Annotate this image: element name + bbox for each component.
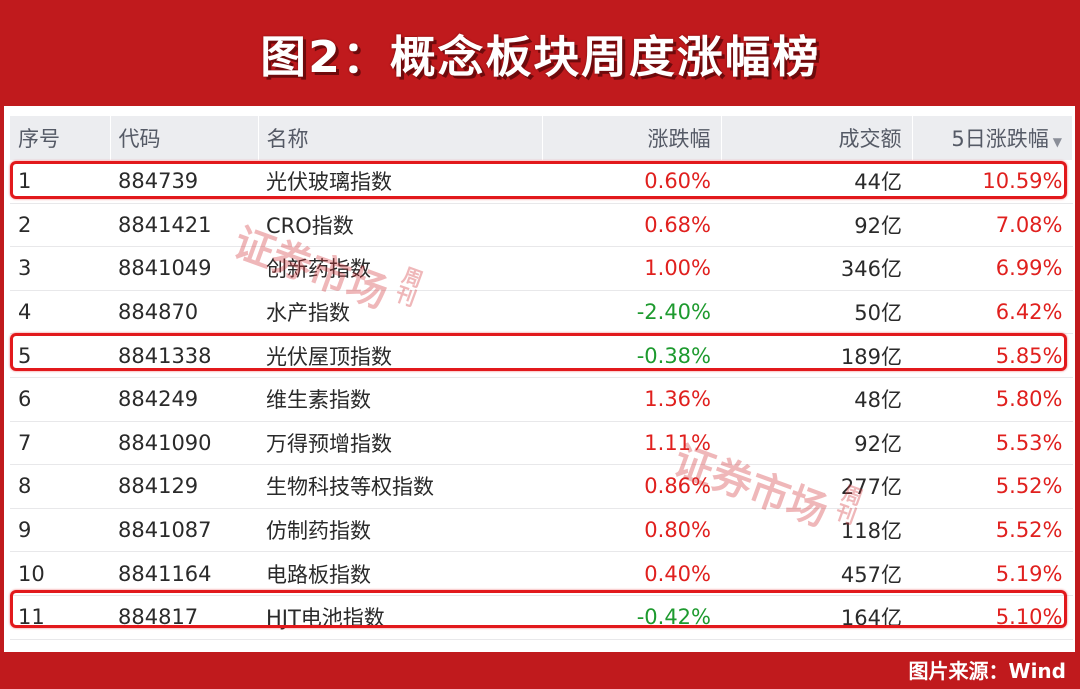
row-change: 0.80% (644, 518, 711, 543)
row-seq: 7 (18, 430, 32, 455)
source-caption: 图片来源：Wind (908, 658, 1066, 683)
row-seq: 3 (18, 256, 32, 281)
row-name: 仿制药指数 (266, 519, 371, 544)
row-code: 8841164 (118, 561, 212, 586)
table-row[interactable]: 8 884129 生物科技等权指数 0.86% 277亿 5.52% (10, 465, 1073, 509)
row-name: 万得预增指数 (266, 431, 392, 456)
row-amount: 92亿 (854, 213, 902, 238)
row-change: 0.86% (644, 474, 711, 499)
row-seq: 8 (18, 474, 32, 499)
row-code: 884129 (118, 474, 199, 499)
row-name: 维生素指数 (266, 388, 371, 413)
row-change5d: 5.80% (995, 387, 1063, 412)
sector-ranking-table: 序号 代码 名称 涨跌幅 成交额 5日涨跌幅 ▼ 1 884739 光伏玻璃指数 0.6… (10, 116, 1073, 640)
row-name: 电路板指数 (266, 562, 371, 587)
row-code: 8841090 (118, 430, 212, 455)
row-change: -2.40% (636, 300, 711, 325)
row-change5d: 7.08% (995, 212, 1063, 237)
row-change: -0.38% (636, 343, 711, 368)
row-code: 8841087 (118, 518, 212, 543)
table-body: 1 884739 光伏玻璃指数 0.60% 44亿 10.59% 2 8841421 CRO指数… (10, 160, 1073, 640)
table-row[interactable]: 4 884870 水产指数 -2.40% 50亿 6.42% (10, 290, 1073, 334)
row-change: 0.60% (644, 169, 711, 194)
table-row[interactable]: 10 8841164 电路板指数 0.40% 457亿 5.19% (10, 552, 1073, 596)
row-seq: 1 (18, 169, 32, 194)
table-row[interactable]: 9 8841087 仿制药指数 0.80% 118亿 5.52% (10, 508, 1073, 552)
row-change5d: 10.59% (982, 169, 1063, 194)
row-name: 光伏屋顶指数 (266, 344, 392, 369)
row-seq: 9 (18, 518, 32, 543)
row-code: 8841338 (118, 343, 212, 368)
highlight-box (10, 333, 1067, 371)
header-change5d-label: 5日涨跌幅 (951, 127, 1049, 151)
page-title: 图2：概念板块周度涨幅榜 (259, 32, 821, 83)
row-code: 884870 (118, 300, 199, 325)
row-seq: 5 (18, 343, 32, 368)
row-amount: 277亿 (840, 475, 902, 500)
table-row[interactable]: 1 884739 光伏玻璃指数 0.60% 44亿 10.59% (10, 160, 1073, 204)
row-name: 生物科技等权指数 (266, 475, 434, 500)
row-amount: 48亿 (854, 388, 902, 413)
row-change: 0.68% (644, 212, 711, 237)
table-row[interactable]: 5 8841338 光伏屋顶指数 -0.38% 189亿 5.85% (10, 334, 1073, 378)
row-amount: 44亿 (854, 170, 902, 195)
header-change5d[interactable]: 5日涨跌幅 ▼ (912, 116, 1073, 160)
header-amount[interactable]: 成交额 (721, 116, 913, 160)
row-change5d: 5.52% (995, 518, 1063, 543)
row-change: 0.40% (644, 561, 711, 586)
row-amount: 189亿 (840, 344, 902, 369)
row-change5d: 5.19% (995, 561, 1063, 586)
row-code: 884249 (118, 387, 199, 412)
row-name: 创新药指数 (266, 257, 371, 282)
row-change: 1.36% (644, 387, 711, 412)
row-name: 光伏玻璃指数 (266, 170, 392, 195)
title-bar: 图2：概念板块周度涨幅榜 (0, 0, 1080, 106)
row-change: 1.00% (644, 256, 711, 281)
row-seq: 4 (18, 300, 32, 325)
row-name: CRO指数 (266, 213, 354, 238)
row-code: 884739 (118, 169, 199, 194)
row-code: 8841421 (118, 212, 212, 237)
row-amount: 50亿 (854, 301, 902, 326)
row-amount: 92亿 (854, 431, 902, 456)
row-amount: 118亿 (840, 519, 902, 544)
table-row[interactable]: 3 8841049 创新药指数 1.00% 346亿 6.99% (10, 247, 1073, 291)
row-name: 水产指数 (266, 301, 350, 326)
row-seq: 2 (18, 212, 32, 237)
row-change5d: 6.42% (995, 300, 1063, 325)
row-code: 8841049 (118, 256, 212, 281)
header-change[interactable]: 涨跌幅 (542, 116, 722, 160)
row-amount: 346亿 (840, 257, 902, 282)
highlight-box (10, 161, 1067, 199)
table-row[interactable]: 2 8841421 CRO指数 0.68% 92亿 7.08% (10, 203, 1073, 247)
row-amount: 457亿 (840, 562, 902, 587)
table-row[interactable]: 7 8841090 万得预增指数 1.11% 92亿 5.53% (10, 421, 1073, 465)
table-header-row: 序号 代码 名称 涨跌幅 成交额 5日涨跌幅 ▼ (10, 116, 1073, 160)
row-change: 1.11% (644, 430, 711, 455)
highlight-box (10, 590, 1067, 628)
row-change5d: 5.53% (995, 430, 1063, 455)
row-change5d: 6.99% (995, 256, 1063, 281)
row-change5d: 5.52% (995, 474, 1063, 499)
row-seq: 10 (18, 561, 45, 586)
sort-desc-icon[interactable]: ▼ (1052, 135, 1062, 149)
header-code[interactable]: 代码 (110, 116, 259, 160)
table-row[interactable]: 6 884249 维生素指数 1.36% 48亿 5.80% (10, 377, 1073, 422)
row-seq: 6 (18, 387, 32, 412)
header-name[interactable]: 名称 (258, 116, 543, 160)
row-change5d: 5.85% (995, 343, 1063, 368)
header-seq[interactable]: 序号 (10, 116, 111, 160)
